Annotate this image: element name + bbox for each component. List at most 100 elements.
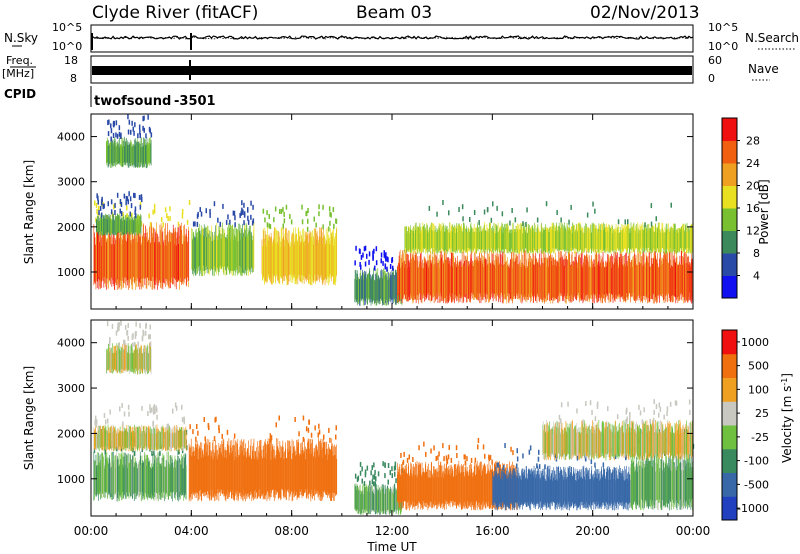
- power-cell: [291, 233, 293, 275]
- power-cell: [433, 223, 435, 252]
- power-cell: [452, 266, 454, 300]
- velocity-cell: [482, 464, 484, 510]
- power-cell: [299, 236, 300, 281]
- velocity-cell: [488, 468, 489, 502]
- power-speck: [188, 199, 191, 205]
- velocity-cell: [574, 473, 575, 504]
- power-cell: [109, 219, 111, 236]
- power-cell: [109, 143, 110, 165]
- power-cell: [156, 233, 158, 286]
- power-cell: [426, 223, 427, 253]
- velocity-cell: [284, 451, 285, 493]
- velocity-speck: [395, 478, 397, 484]
- velocity-cell: [644, 467, 645, 509]
- power-cell: [524, 227, 526, 249]
- velocity-cell: [506, 478, 508, 507]
- velocity-speck: [94, 415, 97, 421]
- velocity-cell: [410, 462, 412, 508]
- power-cell: [417, 267, 418, 300]
- velocity-speck: [149, 408, 151, 414]
- velocity-cell: [173, 431, 175, 449]
- velocity-cell: [472, 472, 474, 502]
- power-cell: [429, 265, 430, 301]
- power-speck: [247, 215, 249, 221]
- power-cell: [495, 253, 497, 302]
- velocity-cell: [246, 448, 248, 498]
- velocity-cell: [121, 433, 123, 447]
- velocity-cell: [132, 353, 134, 373]
- power-cell: [149, 227, 151, 285]
- velocity-cell: [604, 470, 605, 506]
- velocity-cell: [675, 467, 676, 502]
- velocity-cell: [625, 432, 627, 456]
- velocity-cell: [543, 478, 545, 505]
- power-cell: [96, 228, 98, 289]
- velocity-cell: [621, 425, 622, 457]
- velocity-cell: [612, 424, 613, 457]
- velocity-cell: [139, 426, 140, 451]
- power-cell: [477, 227, 479, 252]
- power-cell: [690, 226, 692, 253]
- velocity-cell: [136, 464, 138, 495]
- velocity-cell: [246, 458, 247, 497]
- power-cell: [643, 265, 645, 296]
- power-cell: [148, 240, 149, 281]
- velocity-cell: [606, 422, 607, 454]
- power-cell: [261, 239, 263, 274]
- velocity-cell: [125, 453, 127, 497]
- frequency-spike: [189, 60, 191, 80]
- power-cell: [520, 267, 522, 295]
- power-cell: [535, 224, 537, 254]
- power-cell: [485, 231, 487, 250]
- velocity-cell: [308, 439, 310, 492]
- velocity-cell: [312, 439, 313, 500]
- power-cell: [675, 262, 677, 304]
- power-cell: [689, 229, 691, 254]
- velocity-cell: [690, 463, 692, 510]
- power-cell: [132, 238, 134, 277]
- velocity-cell: [123, 425, 124, 448]
- velocity-speck: [155, 405, 157, 411]
- power-cell: [514, 232, 515, 252]
- velocity-cell: [335, 455, 336, 497]
- power-cell: [470, 258, 472, 300]
- velocity-cell: [419, 464, 421, 501]
- power-cell: [170, 231, 172, 282]
- velocity-cell: [553, 424, 555, 455]
- velocity-speck: [120, 320, 122, 326]
- velocity-cell: [286, 458, 288, 492]
- velocity-speck: [590, 459, 593, 465]
- velocity-cell: [155, 455, 156, 493]
- power-cell: [515, 260, 516, 299]
- velocity-cell: [551, 472, 552, 504]
- velocity-cell: [399, 474, 401, 503]
- velocity-cell: [595, 433, 597, 454]
- velocity-cell: [627, 424, 629, 455]
- velocity-cell: [195, 439, 197, 494]
- power-cell: [538, 262, 540, 301]
- power-cell: [497, 261, 498, 295]
- power-cell: [604, 266, 606, 302]
- velocity-cell: [642, 468, 643, 509]
- power-cell: [99, 214, 101, 232]
- velocity-cell: [202, 449, 204, 493]
- velocity-cell: [518, 472, 520, 503]
- velocity-cell: [137, 468, 138, 496]
- velocity-cell: [239, 455, 240, 492]
- velocity-cell: [368, 488, 370, 515]
- power-cell: [564, 222, 565, 252]
- power-speck: [268, 223, 270, 229]
- power-cell: [596, 233, 598, 249]
- power-cell: [325, 243, 326, 280]
- power-cell: [441, 225, 442, 248]
- power-cell: [431, 262, 432, 301]
- velocity-speck: [418, 445, 420, 451]
- power-cell: [491, 250, 493, 294]
- velocity-cell: [478, 465, 480, 503]
- power-cell: [422, 227, 423, 249]
- power-cell: [119, 220, 121, 236]
- power-cell: [306, 232, 308, 275]
- velocity-cell: [283, 459, 284, 498]
- power-cell: [555, 252, 556, 300]
- power-cell: [272, 245, 273, 275]
